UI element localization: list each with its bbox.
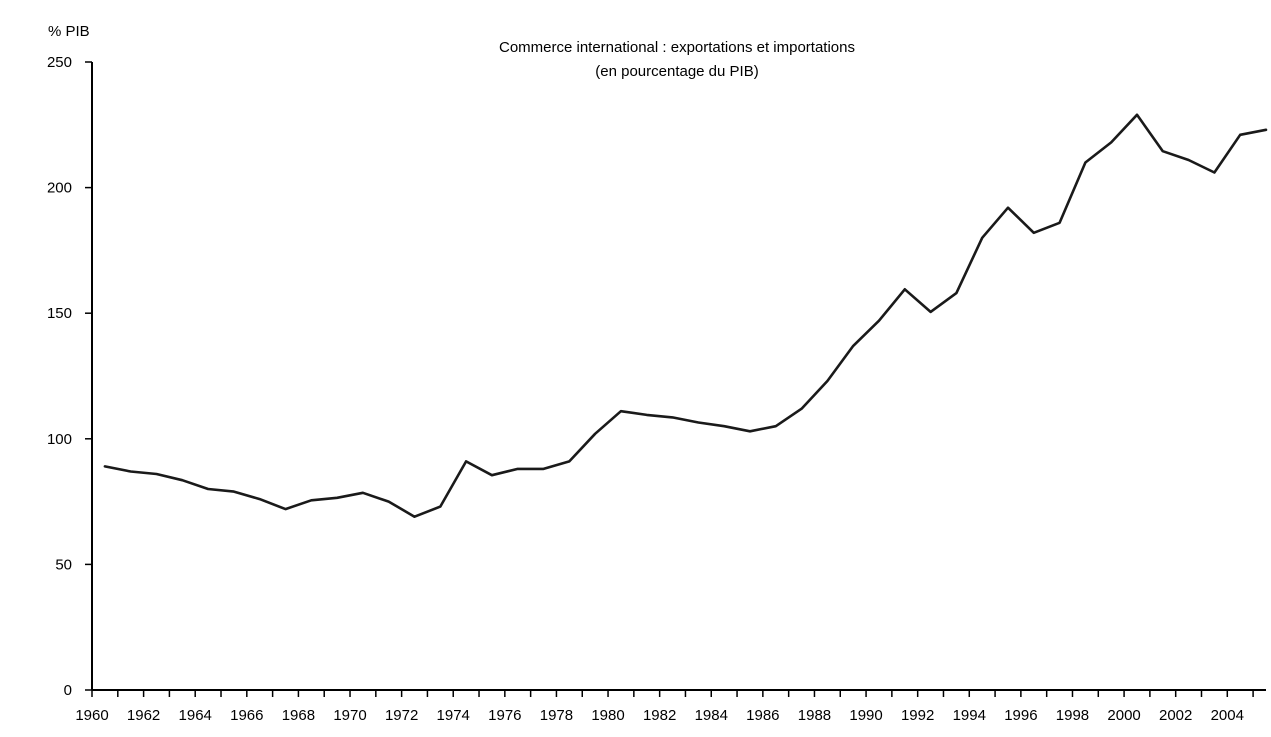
data-point [1212,171,1216,175]
x-tick-label: 1998 [1056,707,1089,724]
y-axis-ticks: 0 50 100 150 200 250 [47,54,92,699]
data-point [206,487,210,491]
x-tick-label: 1960 [75,707,108,724]
y-tick-label: 50 [55,556,72,573]
x-tick-label: 1992 [901,707,934,724]
x-tick-label: 1968 [282,707,315,724]
x-tick-label: 2004 [1211,707,1244,724]
chart-subtitle: (en pourcentage du PIB) [595,63,758,80]
x-tick-label: 1982 [643,707,676,724]
data-point [774,424,778,428]
x-axis-ticks: 1960 1962 1964 1966 1968 1970 1972 1974 1976 1978… [75,690,1254,724]
data-point [1109,140,1113,144]
data-point [335,496,339,500]
data-point [929,310,933,314]
data-point [180,478,184,482]
data-point [155,472,159,476]
data-point [490,473,494,477]
data-point [671,415,675,419]
data-point [593,432,597,436]
data-point [232,490,236,494]
data-point [722,424,726,428]
x-tick-label: 1986 [746,707,779,724]
x-tick-label: 1980 [591,707,624,724]
x-tick-label: 1984 [695,707,728,724]
y-tick-label: 0 [64,682,72,699]
y-tick-label: 200 [47,180,72,197]
data-point [129,469,133,473]
data-point [1032,231,1036,235]
data-point [361,491,365,495]
data-point [1161,149,1165,153]
data-point [413,515,417,519]
chart-title: Commerce international : exportations et… [499,39,855,56]
data-point [645,413,649,417]
x-tick-label: 1976 [488,707,521,724]
data-point [696,420,700,424]
data-points [103,113,1268,519]
data-point [1187,158,1191,162]
data-point [800,407,804,411]
data-point [309,498,313,502]
x-tick-label: 2000 [1107,707,1140,724]
data-point [980,236,984,240]
data-point [954,291,958,295]
data-point [464,459,468,463]
data-point [438,505,442,509]
data-point [258,497,262,501]
y-tick-label: 250 [47,54,72,71]
data-point [1083,160,1087,164]
data-point [1264,128,1268,132]
y-tick-label: 150 [47,305,72,322]
data-point [851,344,855,348]
data-point [284,507,288,511]
x-tick-label: 1988 [798,707,831,724]
x-tick-label: 1970 [333,707,366,724]
x-tick-label: 1978 [540,707,573,724]
x-tick-label: 1972 [385,707,418,724]
data-point [103,464,107,468]
x-tick-label: 1966 [230,707,263,724]
x-tick-label: 1990 [849,707,882,724]
x-tick-label: 1994 [953,707,986,724]
x-tick-label: 1962 [127,707,160,724]
data-point [516,467,520,471]
y-tick-label: 100 [47,431,72,448]
data-point [542,467,546,471]
x-tick-label: 1964 [179,707,212,724]
x-tick-label: 1996 [1004,707,1037,724]
data-point [1006,206,1010,210]
data-point [387,500,391,504]
data-point [903,287,907,291]
x-tick-label: 1974 [437,707,470,724]
x-tick-label: 2002 [1159,707,1192,724]
data-point [1135,113,1139,117]
data-point [1058,221,1062,225]
y-axis-label: % PIB [48,23,90,40]
data-point [825,379,829,383]
data-point [619,409,623,413]
data-point [567,459,571,463]
data-point [877,319,881,323]
data-point [1238,133,1242,137]
series-line [103,113,1268,519]
data-point [748,429,752,433]
